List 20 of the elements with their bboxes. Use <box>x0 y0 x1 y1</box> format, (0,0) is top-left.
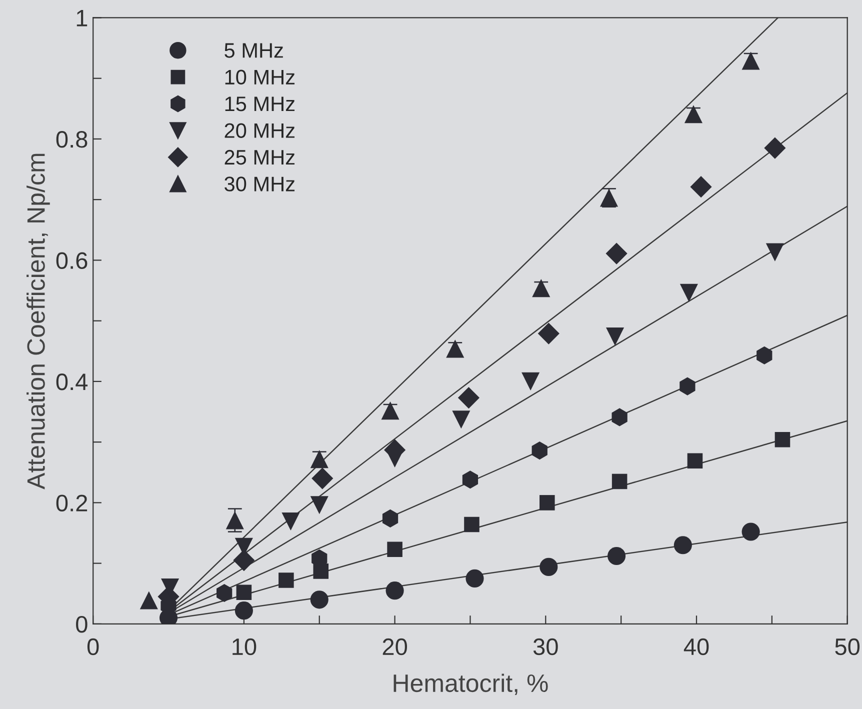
x-tick-label: 20 <box>382 638 408 656</box>
legend-label: 15 MHz <box>225 96 295 112</box>
legend-label: 25 MHz <box>224 150 295 165</box>
x-tick-label: 10 <box>232 638 256 656</box>
y-tick-label: 0.8 <box>56 131 88 148</box>
legend-label: 5 MHz <box>224 43 283 58</box>
x-axis-title: Hematocrit, % <box>394 674 548 696</box>
y-axis-title: Attenuation Coefficient, Np/cm <box>26 154 50 490</box>
y-tick-label: 1 <box>76 10 88 26</box>
x-tick-label: 40 <box>684 638 709 656</box>
x-tick-label: 50 <box>835 638 860 656</box>
y-tick-label: 0.2 <box>56 494 88 512</box>
legend-label: 20 MHz <box>224 123 295 138</box>
y-tick-label: 0.4 <box>56 374 88 390</box>
y-tick-label: 0 <box>76 616 88 633</box>
legend-label: 10 MHz <box>225 70 295 85</box>
legend-label: 30 MHz <box>224 176 295 192</box>
y-tick-label: 0.6 <box>56 252 88 269</box>
x-tick-label: 0 <box>87 638 99 656</box>
x-tick-label: 30 <box>533 638 558 656</box>
